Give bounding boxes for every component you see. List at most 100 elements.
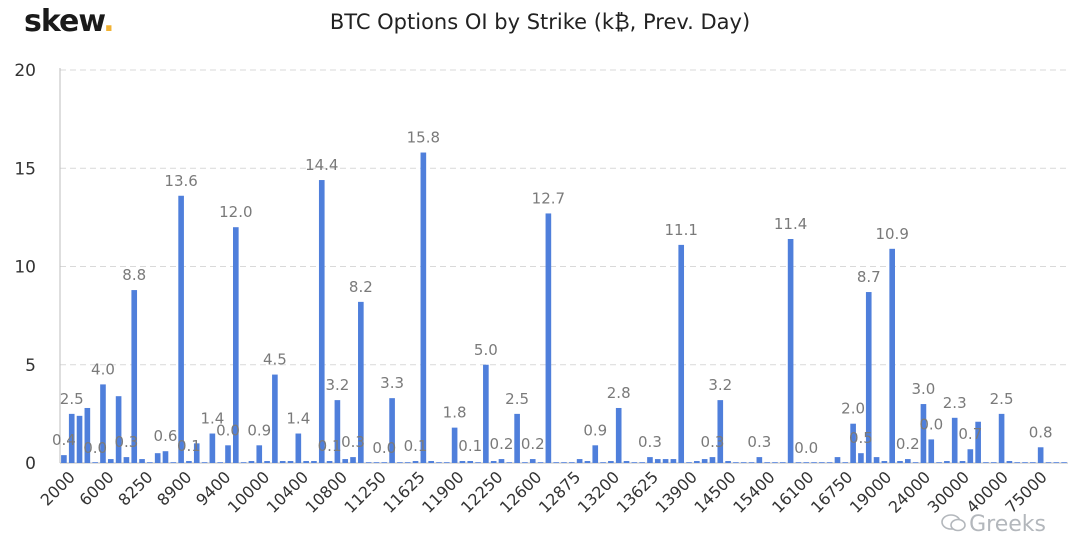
data-label: 2.3 xyxy=(943,394,967,412)
x-tick-label: 11900 xyxy=(418,467,467,516)
bar xyxy=(451,427,458,463)
bar xyxy=(154,453,161,463)
bar xyxy=(756,457,763,463)
bar xyxy=(553,462,559,463)
bar xyxy=(600,462,606,463)
bar xyxy=(240,462,247,463)
bar xyxy=(678,244,685,463)
x-tick-label: 11250 xyxy=(340,467,389,516)
bar xyxy=(725,461,731,463)
bar xyxy=(170,462,177,463)
watermark-text: Greeks xyxy=(969,512,1046,537)
brand-name: skew xyxy=(24,4,104,39)
bar xyxy=(162,451,169,463)
wechat-icon xyxy=(941,514,966,532)
chart-title: BTC Options OI by Strike (k₿, Prev. Day) xyxy=(329,10,751,34)
x-tick-label: 30000 xyxy=(924,467,973,516)
bar xyxy=(537,462,544,463)
data-label: 2.8 xyxy=(607,384,631,402)
bar xyxy=(303,461,309,463)
bar xyxy=(365,462,372,463)
bar xyxy=(569,462,575,463)
data-label: 4.0 xyxy=(91,360,115,378)
y-tick-label: 5 xyxy=(25,356,36,376)
bar xyxy=(983,462,989,463)
bar xyxy=(764,462,770,463)
x-tick-label: 24000 xyxy=(885,467,934,516)
bar xyxy=(92,462,98,463)
bar xyxy=(483,364,489,463)
data-label: 8.8 xyxy=(122,266,146,284)
data-label: 12.0 xyxy=(219,203,252,221)
bar xyxy=(639,462,645,463)
data-label: 2.5 xyxy=(990,390,1014,408)
x-tick-label: 16100 xyxy=(768,467,817,516)
bar xyxy=(1045,462,1052,463)
bar xyxy=(404,462,411,463)
data-label: 0.0 xyxy=(83,439,107,457)
y-tick-label: 15 xyxy=(14,159,36,179)
bar xyxy=(998,413,1005,463)
data-label: 2.5 xyxy=(60,390,84,408)
x-tick-label: 6000 xyxy=(75,467,117,509)
bar xyxy=(389,398,395,463)
data-label: 0.5 xyxy=(849,429,873,447)
data-label: 3.2 xyxy=(708,376,732,394)
data-label: 1.4 xyxy=(200,410,224,428)
data-label: 3.0 xyxy=(912,380,936,398)
wechat-watermark: Greeks xyxy=(941,512,1046,537)
bar xyxy=(944,461,950,463)
bar xyxy=(1006,461,1013,463)
x-tick-label: 10800 xyxy=(302,467,351,516)
data-label: 0.3 xyxy=(747,433,771,451)
bar xyxy=(803,462,810,463)
data-label: 0.8 xyxy=(1029,423,1053,441)
bar xyxy=(920,404,927,463)
bar xyxy=(459,461,466,463)
data-label: 0.2 xyxy=(490,435,514,453)
bar xyxy=(475,462,481,463)
bar xyxy=(233,227,239,463)
bar xyxy=(881,461,888,463)
x-tick-label: 13625 xyxy=(613,467,662,516)
bar xyxy=(209,433,216,463)
bar xyxy=(772,462,778,463)
bar xyxy=(1037,447,1044,463)
data-label: 0.3 xyxy=(701,433,725,451)
bar xyxy=(68,413,75,463)
bar xyxy=(701,459,708,463)
bar xyxy=(858,453,864,463)
bar xyxy=(1030,462,1036,463)
data-label: 0.1 xyxy=(458,437,482,455)
brand-dot: . xyxy=(103,4,114,39)
bar xyxy=(975,421,981,463)
bar xyxy=(709,457,716,463)
bar xyxy=(490,461,497,463)
data-label: 0.1 xyxy=(404,437,428,455)
bar xyxy=(647,457,653,463)
data-label: 8.7 xyxy=(857,268,881,286)
bar xyxy=(100,384,106,463)
bar xyxy=(287,461,294,463)
bar xyxy=(264,461,270,463)
bar xyxy=(592,445,599,463)
bar xyxy=(147,462,153,463)
bar xyxy=(990,462,997,463)
bar xyxy=(631,462,638,463)
bar xyxy=(936,462,942,463)
x-tick-label: 12875 xyxy=(535,467,584,516)
bar xyxy=(107,459,114,463)
bar xyxy=(545,213,552,463)
x-tick-label: 10000 xyxy=(224,467,273,516)
x-tick-label: 14500 xyxy=(690,467,739,516)
data-label: 11.4 xyxy=(774,215,807,233)
bar xyxy=(178,195,184,463)
data-label: 1.8 xyxy=(443,404,467,422)
data-label: 5.0 xyxy=(474,341,498,359)
bar xyxy=(733,462,739,463)
bar xyxy=(279,461,286,463)
bar xyxy=(912,462,919,463)
bar xyxy=(1014,462,1021,463)
x-tick-label: 12600 xyxy=(496,467,545,516)
bar xyxy=(905,459,911,463)
